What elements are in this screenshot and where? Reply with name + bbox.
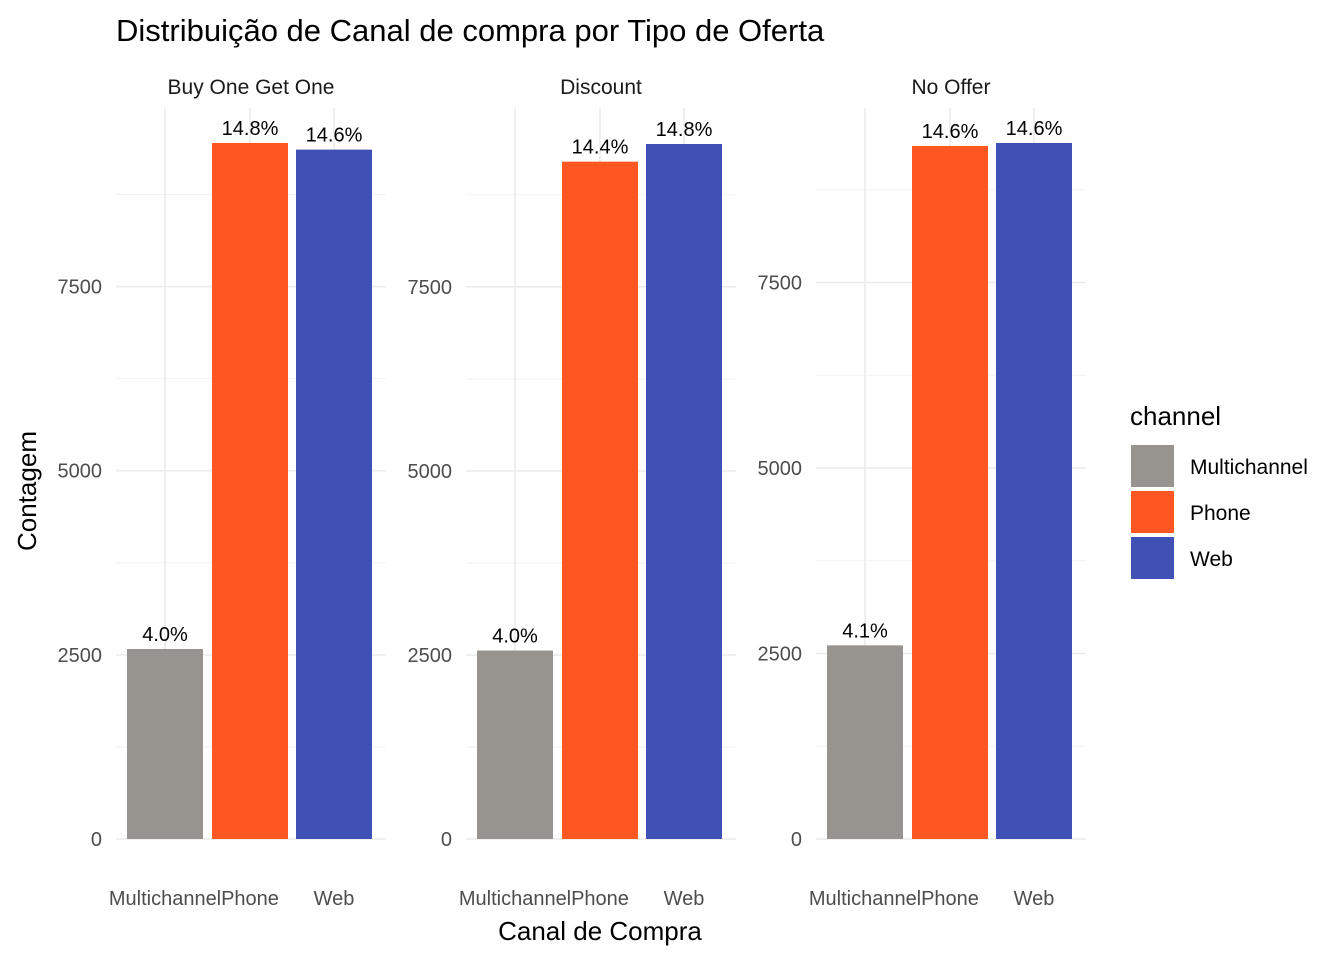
x-tick-label: Web (314, 888, 355, 910)
y-axis-title: Contagem (12, 431, 42, 551)
legend-key-phone (1131, 491, 1174, 533)
bar-phone (562, 161, 638, 839)
x-tick-label: Multichannel (459, 888, 571, 910)
bar-data-label: 14.6% (306, 125, 363, 147)
bar-multichannel (127, 648, 203, 839)
y-tick-label: 5000 (408, 461, 453, 483)
facet-panels: Buy One Get One 0 2500 5000 7500 4.0% Multicha… (58, 76, 1086, 910)
chart-title: Distribuição de Canal de compra por Tipo… (116, 13, 825, 48)
bar-web (646, 144, 722, 839)
bar-phone (212, 143, 288, 839)
x-tick-label: Multichannel (809, 888, 921, 910)
bar-data-label: 14.8% (656, 119, 713, 141)
y-tick-label: 2500 (758, 643, 803, 665)
legend-key-multichannel (1131, 445, 1174, 487)
bar-multichannel (477, 650, 553, 839)
bar-web (996, 143, 1072, 839)
bar-data-label: 4.0% (492, 626, 538, 648)
bar-web (296, 149, 372, 840)
x-tick-label: Multichannel (109, 888, 221, 910)
bar-data-label: 14.4% (572, 137, 629, 159)
y-tick-label: 7500 (758, 272, 803, 294)
y-tick-label: 2500 (408, 645, 453, 667)
bar-data-label: 14.8% (222, 118, 279, 140)
legend: channel Multichannel Phone Web (1130, 401, 1308, 579)
legend-key-web (1131, 537, 1174, 579)
legend-label: Web (1190, 548, 1233, 571)
facet-panel: No Offer 0 2500 5000 7500 4.1% Multichannel 14.… (758, 76, 1086, 910)
y-tick-label: 0 (441, 829, 452, 851)
bar-data-label: 14.6% (922, 121, 979, 143)
facet-panel: Buy One Get One 0 2500 5000 7500 4.0% Multicha… (58, 76, 386, 910)
bar-phone (912, 145, 988, 839)
bar-multichannel (827, 645, 903, 839)
y-tick-label: 5000 (758, 458, 803, 480)
facet-strip-label: Buy One Get One (168, 76, 335, 99)
bar-data-label: 4.0% (142, 624, 188, 646)
x-tick-label: Phone (221, 888, 279, 910)
y-tick-label: 5000 (58, 461, 103, 483)
y-tick-label: 7500 (58, 277, 103, 299)
bar-data-label: 14.6% (1006, 118, 1063, 140)
y-tick-label: 7500 (408, 277, 453, 299)
facet-strip-label: No Offer (912, 76, 991, 99)
y-tick-label: 0 (91, 829, 102, 851)
x-tick-label: Web (664, 888, 705, 910)
x-tick-label: Phone (571, 888, 629, 910)
x-axis-title: Canal de Compra (498, 916, 702, 946)
facet-panel: Discount 0 2500 5000 7500 4.0% Multichannel 14.… (408, 76, 736, 910)
legend-label: Phone (1190, 502, 1251, 525)
y-tick-label: 0 (791, 829, 802, 851)
legend-label: Multichannel (1190, 456, 1308, 479)
legend-title: channel (1130, 401, 1221, 431)
bar-data-label: 4.1% (842, 620, 888, 642)
y-tick-label: 2500 (58, 645, 103, 667)
facet-strip-label: Discount (560, 76, 642, 99)
x-tick-label: Phone (921, 888, 979, 910)
x-tick-label: Web (1014, 888, 1055, 910)
